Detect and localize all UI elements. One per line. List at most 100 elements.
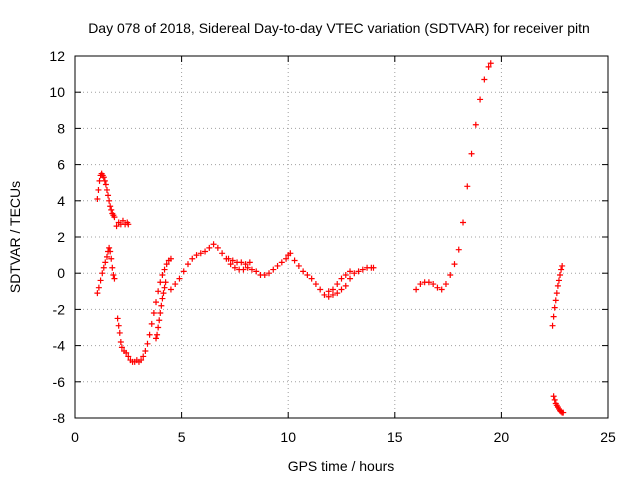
data-point <box>100 264 107 271</box>
data-point <box>180 268 187 275</box>
data-point <box>114 315 121 322</box>
data-point <box>551 396 558 403</box>
data-point <box>138 357 145 364</box>
data-point <box>329 286 336 293</box>
x-tick-label: 5 <box>178 429 186 445</box>
data-point <box>172 281 179 288</box>
data-point <box>246 259 253 266</box>
data-point <box>468 150 475 157</box>
data-point <box>189 255 196 262</box>
plot-frame <box>74 55 609 419</box>
data-point <box>157 279 164 286</box>
data-point <box>95 186 102 193</box>
data-point <box>334 290 341 297</box>
y-tick-label: -4 <box>53 338 66 354</box>
data-point <box>329 291 336 298</box>
y-tick-label: -2 <box>53 301 66 317</box>
data-point <box>118 344 125 351</box>
data-point <box>481 76 488 83</box>
data-point <box>266 270 273 277</box>
data-point <box>242 261 249 268</box>
y-tick-label: -6 <box>53 374 66 390</box>
data-point <box>97 277 104 284</box>
data-point <box>150 310 157 317</box>
data-point <box>156 317 163 324</box>
data-point <box>359 266 366 273</box>
data-point <box>370 264 377 271</box>
data-point <box>210 241 217 248</box>
chart-title: Day 078 of 2018, Sidereal Day-to-day VTE… <box>88 20 590 36</box>
data-point <box>155 288 162 295</box>
data-point <box>477 96 484 103</box>
data-point <box>338 286 345 293</box>
data-point <box>291 257 298 264</box>
data-point <box>161 284 168 291</box>
data-point <box>142 348 149 355</box>
y-tick-label: 12 <box>49 48 65 64</box>
data-point <box>229 257 236 264</box>
data-point <box>159 295 166 302</box>
data-point <box>225 255 232 262</box>
data-point <box>109 264 116 271</box>
data-point <box>197 250 204 257</box>
x-tick-label: 25 <box>600 429 616 445</box>
data-point <box>485 63 492 70</box>
x-tick-labels: 0 5 10 15 20 25 <box>71 429 616 445</box>
grid-layer <box>75 56 608 418</box>
data-point <box>214 244 221 251</box>
data-point <box>167 286 174 293</box>
data-point <box>157 310 164 317</box>
data-point <box>487 60 494 67</box>
axis-ticks <box>74 55 609 419</box>
data-point <box>553 290 560 297</box>
data-point <box>160 290 167 297</box>
data-point <box>560 409 567 416</box>
data-point <box>312 281 319 288</box>
data-point <box>163 261 170 268</box>
data-point <box>99 270 106 277</box>
data-point <box>111 214 118 221</box>
data-point <box>161 266 168 273</box>
data-point <box>154 331 161 338</box>
data-point <box>334 281 341 288</box>
data-point <box>140 353 147 360</box>
data-point <box>193 252 200 259</box>
data-point <box>270 266 277 273</box>
data-point <box>108 206 115 213</box>
data-point <box>162 279 169 286</box>
data-point <box>125 221 132 228</box>
data-point <box>119 217 126 224</box>
data-points <box>94 60 567 416</box>
data-point <box>304 272 311 279</box>
data-point <box>464 183 471 190</box>
data-point <box>95 284 102 291</box>
data-point <box>106 197 113 204</box>
data-point <box>558 266 565 273</box>
data-point <box>202 248 209 255</box>
data-point <box>438 286 445 293</box>
x-tick-label: 0 <box>71 429 79 445</box>
data-point <box>125 353 132 360</box>
data-point <box>146 331 153 338</box>
data-point <box>338 275 345 282</box>
y-tick-label: 0 <box>57 265 65 281</box>
data-point <box>342 272 349 279</box>
data-point <box>110 272 117 279</box>
data-point <box>167 255 174 262</box>
data-point <box>116 329 123 336</box>
data-point <box>447 272 454 279</box>
data-point <box>295 262 302 269</box>
y-tick-label: 10 <box>49 84 65 100</box>
data-point <box>550 393 557 400</box>
data-point <box>103 186 110 193</box>
data-point <box>100 174 107 181</box>
data-point <box>274 262 281 269</box>
data-point <box>287 250 294 257</box>
data-point <box>549 322 556 329</box>
y-tick-labels: -8 -6 -4 -2 0 2 4 6 8 10 12 <box>49 48 65 426</box>
data-point <box>417 281 424 288</box>
data-point <box>325 288 332 295</box>
data-point <box>158 302 165 309</box>
data-point <box>153 335 160 342</box>
y-tick-label: 8 <box>57 120 65 136</box>
